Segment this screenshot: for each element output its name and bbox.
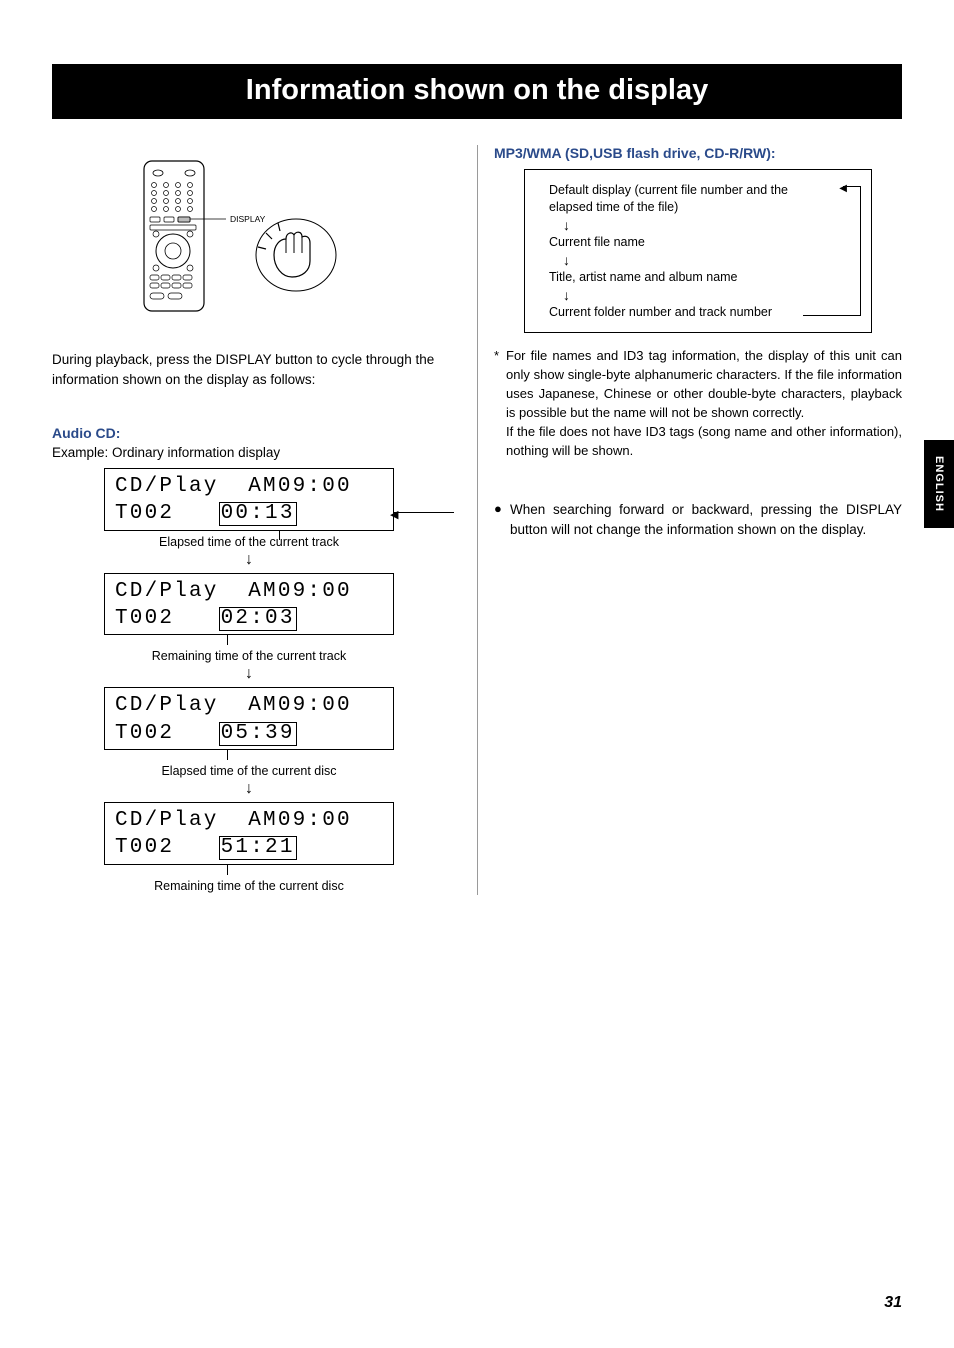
lcd-caption: Elapsed time of the current track (104, 535, 394, 549)
lcd-display-4: CD/Play AM09:00 T002 51:21 (104, 802, 394, 865)
down-arrow-icon: ↓ (104, 551, 394, 569)
footnote-1: * For file names and ID3 tag information… (494, 347, 902, 460)
pointer-line (394, 512, 454, 513)
lcd-display-1: CD/Play AM09:00 T002 00:13 (104, 468, 394, 531)
page-number: 31 (884, 1294, 902, 1312)
intro-text: During playback, press the DISPLAY butto… (52, 350, 461, 389)
arrowhead-icon: ◀ (839, 182, 847, 196)
tick-line (227, 635, 228, 645)
lcd-caption: Remaining time of the current track (104, 649, 394, 663)
lcd-line: T002 05:39 (115, 720, 383, 747)
lcd-line: CD/Play AM09:00 (115, 692, 383, 719)
lcd-line: CD/Play AM09:00 (115, 578, 383, 605)
flow-item: Current file name (549, 234, 857, 251)
language-tab: ENGLISH (924, 440, 954, 528)
tick-line (227, 865, 228, 875)
flow-item: Default display (current file number and… (549, 182, 857, 216)
tick-line (279, 530, 280, 540)
audio-cd-heading: Audio CD: (52, 425, 461, 441)
lcd-line: T002 51:21 (115, 834, 383, 861)
bullet-icon: ● (494, 500, 510, 539)
flow-item: Title, artist name and album name (549, 269, 857, 286)
arrowhead-icon: ◀ (390, 508, 398, 521)
display-label: DISPLAY (230, 214, 266, 224)
flow-item: Current folder number and track number (549, 304, 857, 321)
loop-line (843, 186, 861, 187)
lcd-line: T002 02:03 (115, 605, 383, 632)
page-title: Information shown on the display (52, 64, 902, 119)
lcd-line: CD/Play AM09:00 (115, 807, 383, 834)
loop-line (803, 315, 861, 316)
lcd-caption: Remaining time of the current disc (104, 879, 394, 893)
left-column: DISPLAY During playback, press the DISPL… (52, 145, 477, 895)
lcd-display-3: CD/Play AM09:00 T002 05:39 (104, 687, 394, 750)
down-arrow-icon: ↓ (563, 218, 857, 232)
bullet-note: ● When searching forward or backward, pr… (494, 500, 902, 539)
remote-illustration: DISPLAY (136, 155, 461, 320)
loop-line (860, 186, 861, 316)
lcd-line: CD/Play AM09:00 (115, 473, 383, 500)
down-arrow-icon: ↓ (104, 665, 394, 683)
example-label: Example: Ordinary information display (52, 445, 461, 460)
right-column: MP3/WMA (SD,USB flash drive, CD-R/RW): D… (477, 145, 902, 895)
down-arrow-icon: ↓ (563, 253, 857, 267)
lcd-caption: Elapsed time of the current disc (104, 764, 394, 778)
asterisk-icon: * (494, 347, 506, 460)
mp3-heading: MP3/WMA (SD,USB flash drive, CD-R/RW): (494, 145, 902, 161)
down-arrow-icon: ↓ (104, 780, 394, 798)
mp3-flow-box: Default display (current file number and… (524, 169, 872, 333)
lcd-line: T002 00:13 (115, 500, 383, 527)
lcd-display-2: CD/Play AM09:00 T002 02:03 (104, 573, 394, 636)
down-arrow-icon: ↓ (563, 288, 857, 302)
tick-line (227, 750, 228, 760)
